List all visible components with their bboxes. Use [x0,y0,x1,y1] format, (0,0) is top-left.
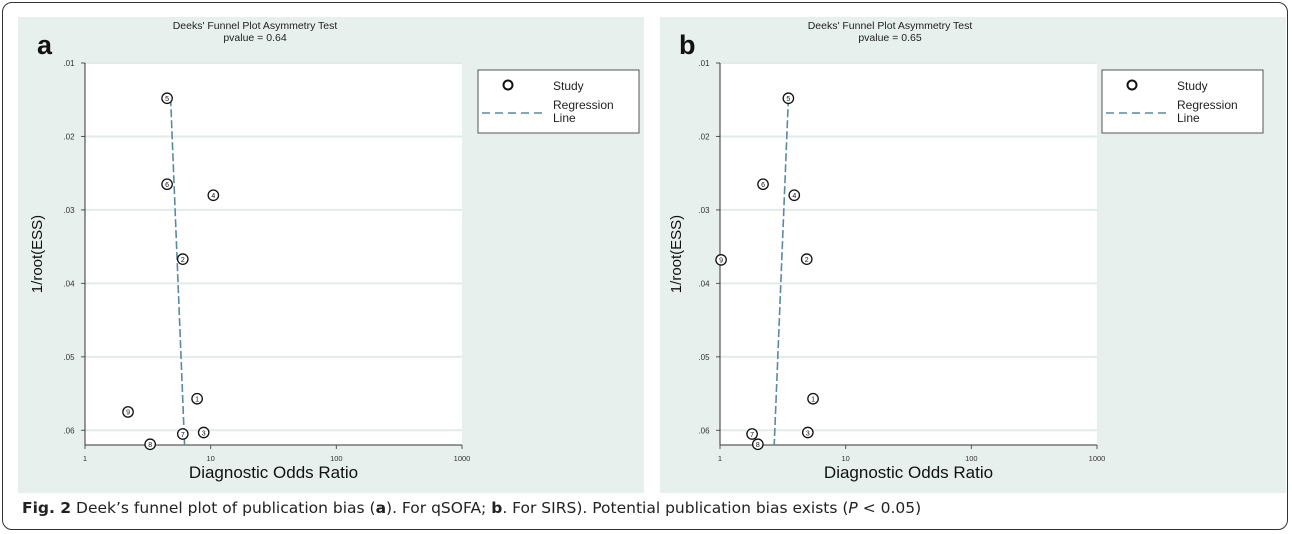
study-point-label: 3 [806,430,810,437]
x-axis-label: Diagnostic Odds Ratio [824,463,993,482]
study-point [176,428,189,440]
study-point-label: 8 [756,442,760,449]
study-point [122,406,134,418]
y-tick-label: .01 [63,59,75,68]
legend-regression-label-line2: Line [1177,111,1200,125]
study-point [807,392,819,405]
caption-text-1: Deek’s funnel plot of publication bias ( [71,499,376,517]
study-point-label: 5 [165,96,169,103]
chart-subtitle: pvalue = 0.65 [858,32,922,44]
study-point [788,189,801,202]
study-point-label: 9 [719,258,723,265]
study-point [715,254,727,266]
caption-p: P [848,499,858,517]
study-point [161,92,173,105]
plot-area [720,63,1097,445]
study-point-label: 7 [750,432,754,439]
legend-regression-label: Regression [553,98,614,112]
study-point-label: 4 [792,193,796,200]
study-point [746,428,758,440]
study-point-label: 1 [811,397,815,404]
y-axis-label: 1/root(ESS) [29,215,46,293]
x-axis-label: Diagnostic Odds Ratio [189,463,358,482]
y-tick-label: .03 [698,206,710,215]
x-tick-label: 10 [206,454,214,463]
regression-line [773,98,790,446]
caption-label: Fig. 2 [22,499,72,517]
study-point-label: 9 [126,410,130,417]
caption-text-4: < 0.05) [857,499,922,517]
legend-box [477,69,640,134]
study-point [751,438,764,451]
study-point-label: 2 [805,257,809,264]
caption-text-2: ). For qSOFA; [386,499,492,517]
y-tick-label: .02 [63,132,75,141]
y-tick-label: .01 [698,59,710,68]
chart-panel-a: .01 .02 .03 .04 .05 .06 1 10 100 1000 a Deeks' Funn… [29,20,640,482]
study-point [800,253,813,265]
y-tick-label: .06 [698,426,710,435]
legend-box [1101,69,1264,134]
study-point [782,92,795,105]
legend-study-marker [1126,79,1138,91]
regression-line [169,98,186,446]
y-tick-label: .04 [698,279,710,288]
x-tick-label: 100 [330,454,343,463]
study-point-label: 7 [181,432,185,439]
legend-regression-label-line2: Line [553,111,576,125]
y-tick-label: .02 [698,132,710,141]
chart-title: Deeks' Funnel Plot Asymmetry Test [808,20,973,32]
x-tick-label: 10 [841,454,849,463]
plot-area [85,63,462,445]
legend-study-label: Study [1177,79,1208,93]
y-tick-label: .03 [63,206,75,215]
study-point-label: 2 [181,257,185,264]
chart-subtitle: pvalue = 0.64 [223,32,287,44]
y-tick-label: .05 [698,353,710,362]
study-point [757,178,769,191]
x-tick-label: 1 [83,454,87,463]
y-tick-label: .04 [63,279,75,288]
study-point [207,189,220,202]
study-point [176,253,189,265]
study-point [161,178,173,191]
study-point [144,438,157,451]
study-point-label: 5 [786,96,790,103]
y-tick-label: .05 [63,353,75,362]
legend-regression-label: Regression [1177,98,1238,112]
study-point-label: 3 [202,430,206,437]
study-point-label: 4 [211,193,215,200]
legend-study-marker [502,79,514,91]
x-tick-label: 100 [965,454,978,463]
legend-study-label: Study [553,79,584,93]
study-point [801,426,814,439]
caption-text-3: . For SIRS). Potential publication bias … [502,499,849,517]
study-point-label: 8 [148,442,152,449]
study-point [197,426,210,439]
study-point-label: 6 [165,182,169,189]
caption-b: b [491,499,503,517]
y-axis-label: 1/root(ESS) [668,215,685,293]
chart-title: Deeks' Funnel Plot Asymmetry Test [173,20,338,32]
study-point [191,392,203,405]
caption-a: a [375,499,387,517]
panel-label: a [37,30,53,60]
x-tick-label: 1000 [454,454,471,463]
y-tick-label: .06 [63,426,75,435]
study-point-label: 6 [761,182,765,189]
x-tick-label: 1 [718,454,722,463]
x-tick-label: 1000 [1089,454,1106,463]
study-point-label: 1 [195,397,199,404]
panel-label: b [679,30,696,60]
figure-caption: Fig. 2 Deek’s funnel plot of publication… [22,499,921,517]
chart-panel-b: .01 .02 .03 .04 .05 .06 1 10 100 1000 b Deeks' Funn… [668,20,1264,482]
